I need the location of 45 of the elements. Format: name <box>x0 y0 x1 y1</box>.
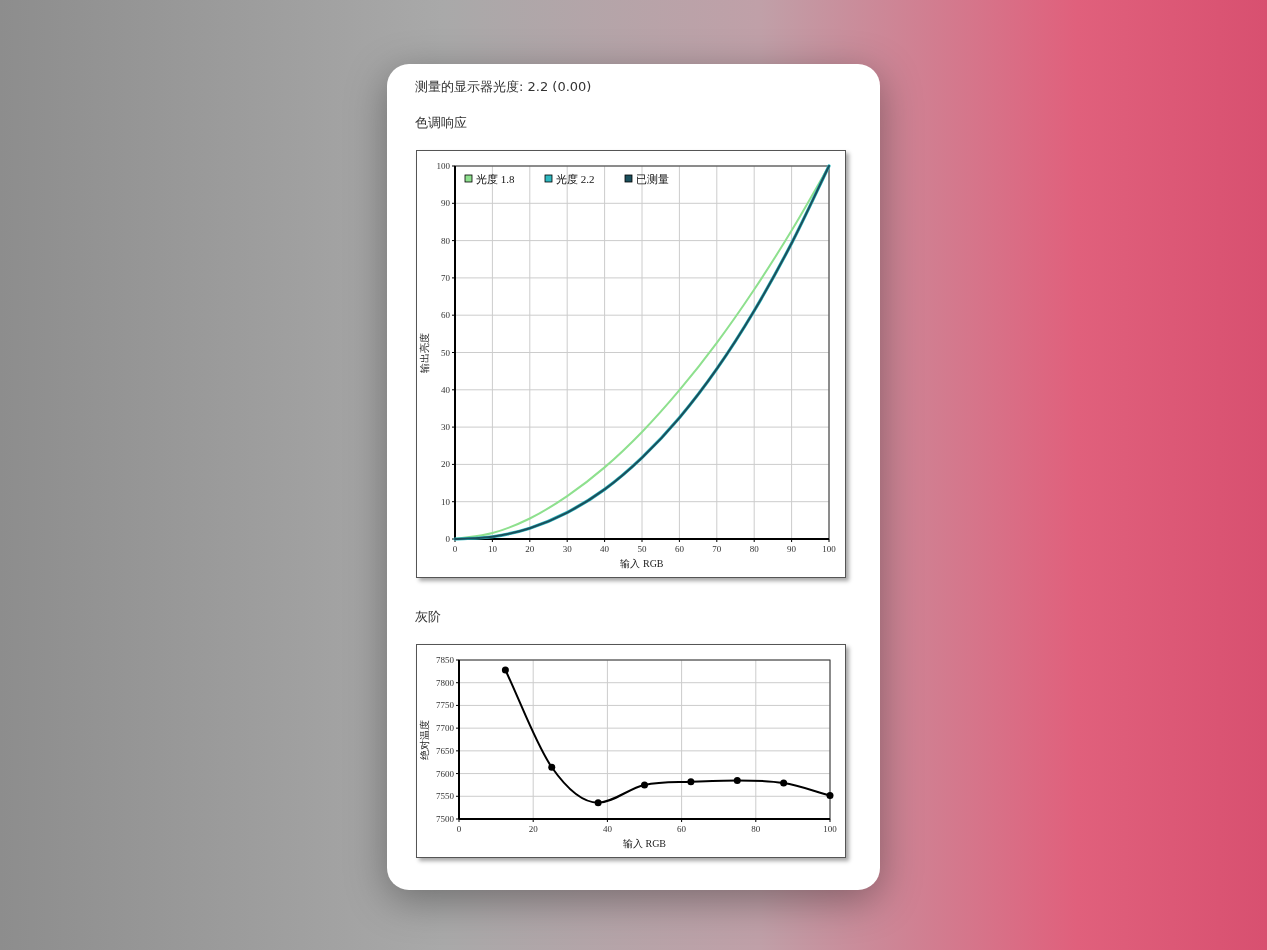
x-tick-label: 90 <box>787 544 797 554</box>
y-tick-label: 60 <box>441 310 451 321</box>
y-tick-label: 0 <box>445 534 451 544</box>
x-tick-label: 80 <box>749 544 760 554</box>
x-tick-label: 20 <box>525 544 535 554</box>
x-tick-label: 40 <box>600 544 610 554</box>
x-tick-label: 60 <box>677 824 687 834</box>
x-axis-title: 输入 RGB <box>620 558 664 569</box>
x-tick-label: 100 <box>823 824 838 834</box>
x-tick-label: 50 <box>637 544 647 554</box>
chart-title: 色调响应 <box>415 114 467 132</box>
y-tick-label: 7700 <box>436 723 455 734</box>
x-tick-label: 40 <box>602 824 613 834</box>
legend-label: 光度 2.2 <box>556 173 595 185</box>
y-tick-label: 7800 <box>436 677 455 688</box>
y-tick-label: 7600 <box>436 768 455 779</box>
y-tick-label: 40 <box>441 384 451 395</box>
y-tick-label: 7650 <box>436 745 455 756</box>
x-tick-label: 20 <box>528 824 539 834</box>
legend-label: 光度 1.8 <box>476 173 515 185</box>
y-tick-label: 7750 <box>436 700 455 711</box>
legend-label: 已测量 <box>636 173 669 185</box>
y-tick-label: 10 <box>441 496 451 507</box>
x-axis-title: 输入 RGB <box>622 838 667 849</box>
y-tick-label: 70 <box>441 272 451 283</box>
y-tick-label: 20 <box>441 459 451 470</box>
x-tick-label: 30 <box>562 544 573 554</box>
x-tick-label: 0 <box>456 824 462 834</box>
y-tick-label: 30 <box>441 422 451 433</box>
y-tick-label: 100 <box>436 161 451 171</box>
text: 测量的显示器光度: 2.2 (0.00) <box>415 78 592 96</box>
y-tick-label: 7850 <box>436 655 455 665</box>
y-tick-label: 50 <box>441 347 451 358</box>
y-tick-label: 7550 <box>436 791 455 802</box>
y-tick-label: 90 <box>441 198 451 209</box>
y-axis-title: 绝对温度 <box>419 719 430 760</box>
chart-title: 灰阶 <box>415 608 441 626</box>
x-tick-label: 70 <box>712 544 722 554</box>
x-tick-label: 80 <box>751 824 761 834</box>
x-tick-label: 60 <box>674 544 685 554</box>
y-axis-title: 输出亮度 <box>419 332 430 373</box>
y-tick-label: 7500 <box>436 814 455 824</box>
y-tick-label: 80 <box>441 235 451 246</box>
x-tick-label: 100 <box>822 544 837 554</box>
x-tick-label: 10 <box>487 544 498 554</box>
